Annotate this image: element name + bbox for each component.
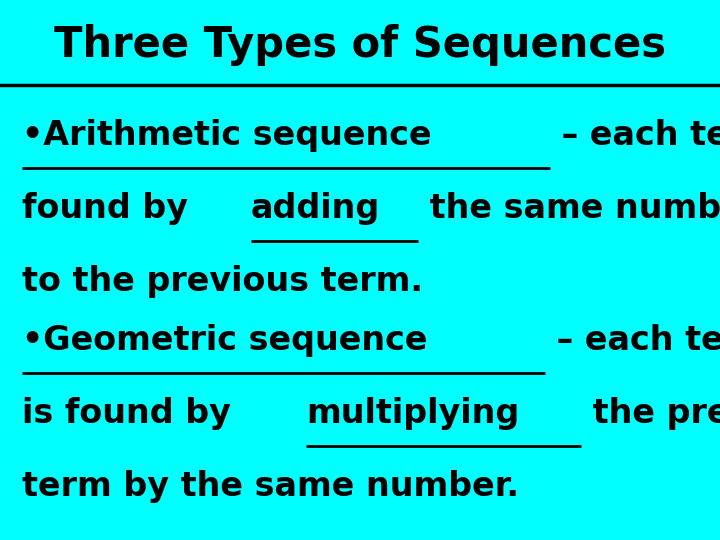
Text: – each term is: – each term is — [550, 119, 720, 152]
Text: Three Types of Sequences: Three Types of Sequences — [54, 24, 666, 66]
Text: the previous: the previous — [581, 397, 720, 430]
Text: adding: adding — [251, 192, 380, 225]
Text: the same number: the same number — [418, 192, 720, 225]
Text: •Arithmetic sequence: •Arithmetic sequence — [22, 119, 431, 152]
Text: multiplying: multiplying — [306, 397, 519, 430]
Text: – each term: – each term — [545, 324, 720, 357]
Text: term by the same number.: term by the same number. — [22, 470, 518, 503]
Text: to the previous term.: to the previous term. — [22, 265, 423, 298]
Text: found by: found by — [22, 192, 199, 225]
Text: •Geometric sequence: •Geometric sequence — [22, 324, 427, 357]
Text: is found by: is found by — [22, 397, 242, 430]
